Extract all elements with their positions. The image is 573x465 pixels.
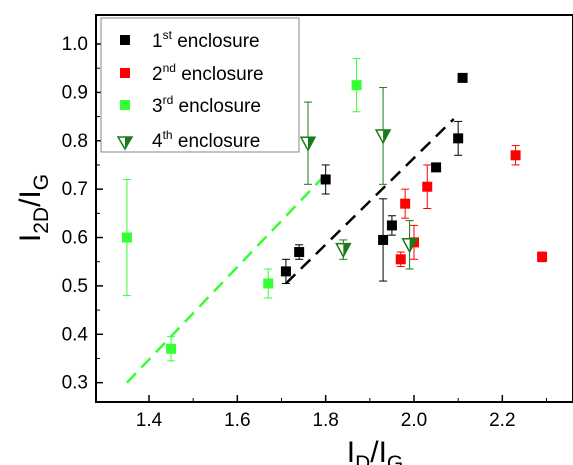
- data-point: [431, 162, 442, 173]
- legend-marker-1st: [120, 35, 130, 45]
- data-point: [121, 232, 132, 243]
- legend-marker-3rd: [120, 100, 130, 110]
- data-point: [510, 150, 521, 161]
- x-tick-label: 2.2: [489, 410, 515, 431]
- data-point: [457, 72, 468, 83]
- y-tick-label: 0.3: [62, 373, 88, 394]
- data-point: [422, 181, 433, 192]
- x-axis-title: ID/IG: [347, 436, 404, 465]
- data-point: [263, 278, 274, 289]
- legend-label-2nd: 2nd enclosure: [152, 61, 264, 85]
- data-point: [335, 242, 352, 259]
- x-tick-label: 1.4: [136, 410, 163, 431]
- trend-line: [285, 118, 455, 285]
- y-tick-label: 0.5: [62, 276, 88, 297]
- y-tick-label: 1.0: [62, 34, 88, 55]
- data-point: [401, 238, 418, 254]
- x-tick-label: 1.6: [224, 410, 250, 431]
- legend-label-3rd: 3rd enclosure: [152, 93, 261, 117]
- data-point: [537, 251, 548, 262]
- trend-lines: [126, 118, 455, 384]
- data-point: [453, 133, 464, 144]
- x-tick-label: 2.0: [401, 410, 427, 431]
- error-bars: [122, 58, 547, 362]
- legend-label-4th: 4th enclosure: [152, 128, 260, 152]
- legend-marker-2nd: [120, 68, 130, 78]
- x-tick-label: 1.8: [312, 410, 338, 431]
- marker-fill: [343, 243, 351, 257]
- data-point: [299, 136, 317, 152]
- y-tick-label: 0.6: [62, 228, 88, 249]
- data-point: [374, 129, 392, 145]
- data-point: [400, 198, 411, 209]
- trend-line: [126, 168, 331, 384]
- data-point: [166, 343, 177, 354]
- marker-fill: [308, 137, 315, 151]
- legend-box: [100, 17, 300, 153]
- y-tick-label: 0.7: [62, 179, 88, 200]
- legend-marker-4th: [116, 136, 134, 151]
- data-point: [378, 234, 389, 245]
- y-tick-label: 0.8: [62, 131, 88, 152]
- marker-fill: [383, 129, 391, 143]
- data-point: [320, 174, 331, 185]
- data-point: [386, 220, 397, 231]
- y-axis-title: I2D/IG: [14, 174, 53, 242]
- data-point: [294, 247, 305, 258]
- y-tick-label: 0.9: [62, 82, 88, 103]
- legend: 1st enclosure 2nd enclosure 3rd enclosur…: [100, 17, 300, 153]
- data-point: [351, 80, 362, 91]
- data-point: [395, 254, 406, 265]
- tick-labels: 1.4 1.6 1.8 2.0 2.2 0.3 0.4 0.5 0.6 0.7 0.8 0.9 1.0: [62, 34, 516, 431]
- y-tick-label: 0.4: [62, 324, 89, 345]
- marker-fill: [409, 238, 417, 252]
- data-point: [280, 266, 291, 277]
- data-points: [121, 72, 548, 354]
- legend-label-1st: 1st enclosure: [152, 28, 260, 52]
